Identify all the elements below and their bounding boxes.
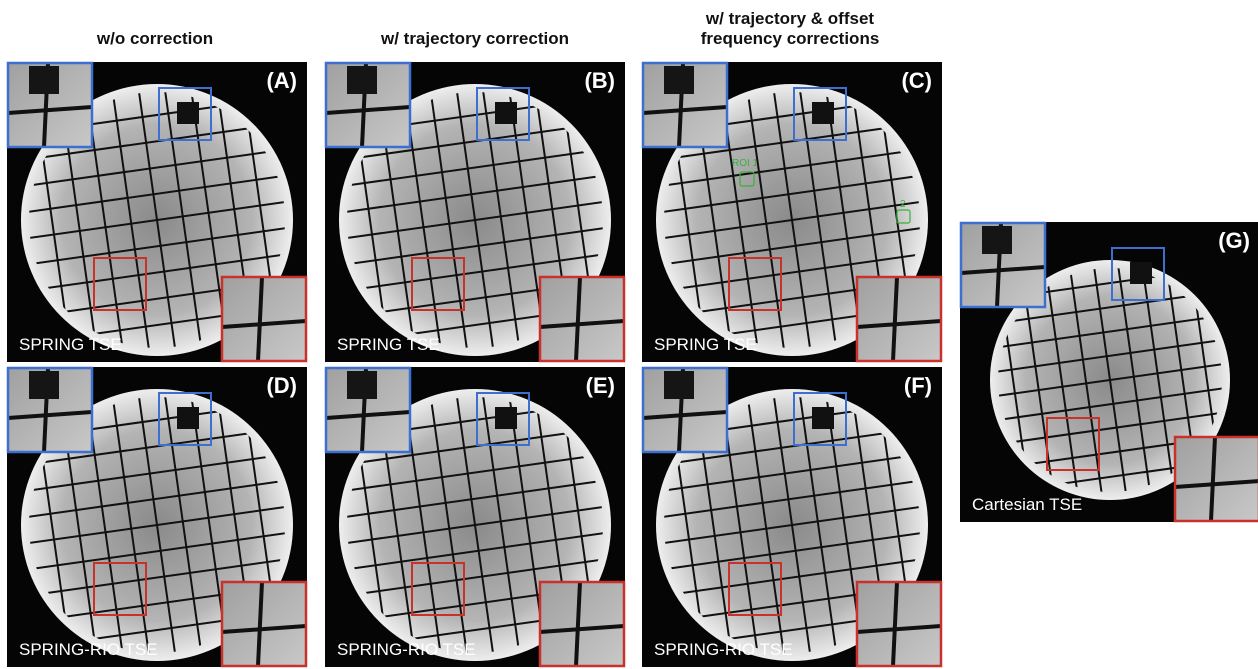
panel-label: (B) [584, 68, 615, 93]
column-header: w/ trajectory & offset [705, 9, 874, 28]
inset-dark-block [982, 226, 1012, 254]
dark-block [177, 102, 199, 124]
image-panel: (C) SPRING TSE ROI 1 2 [642, 62, 942, 367]
image-panel: (G) Cartesian TSE [960, 222, 1258, 522]
inset-dark-block [664, 371, 694, 399]
inset-image [857, 277, 941, 361]
image-panel: (E) SPRING-RIO TSE [325, 367, 625, 669]
inset-red [1175, 437, 1258, 521]
inset-image [222, 277, 306, 361]
panel-caption: Cartesian TSE [972, 495, 1082, 514]
inset-dark-block [29, 66, 59, 94]
inset-red [540, 277, 624, 361]
panel-caption: SPRING TSE [654, 335, 757, 354]
image-panel: (F) SPRING-RIO TSE [642, 367, 942, 669]
dark-block [495, 102, 517, 124]
column-header: w/ trajectory correction [380, 29, 569, 48]
dark-block [495, 407, 517, 429]
inset-red [857, 582, 941, 666]
inset-dark-block [347, 66, 377, 94]
panel-caption: SPRING TSE [19, 335, 122, 354]
image-panel: (B) SPRING TSE [325, 62, 625, 367]
column-header: frequency corrections [701, 29, 880, 48]
inset-dark-block [29, 371, 59, 399]
inset-red [540, 582, 624, 666]
dark-block [1130, 262, 1152, 284]
column-header: w/o correction [96, 29, 213, 48]
dark-block [812, 407, 834, 429]
inset-image [540, 582, 624, 666]
panel-label: (C) [901, 68, 932, 93]
roi-label: ROI 1 [732, 158, 759, 169]
panel-caption: SPRING-RIO TSE [654, 640, 793, 659]
panel-label: (F) [904, 373, 932, 398]
image-panel: (D) SPRING-RIO TSE [7, 367, 307, 669]
inset-dark-block [347, 371, 377, 399]
dark-block [177, 407, 199, 429]
panel-label: (G) [1218, 228, 1250, 253]
panel-caption: SPRING TSE [337, 335, 440, 354]
inset-red [222, 277, 306, 361]
figure: w/o correction w/ trajectory correction w/… [0, 0, 1258, 669]
inset-image [540, 277, 624, 361]
inset-red [857, 277, 941, 361]
dark-block [812, 102, 834, 124]
image-panel: (A) SPRING TSE [7, 62, 307, 367]
inset-red [222, 582, 306, 666]
roi-label: 2 [900, 199, 906, 210]
inset-image [857, 582, 941, 666]
panel-label: (A) [266, 68, 297, 93]
panel-label: (E) [586, 373, 615, 398]
inset-image [1175, 437, 1258, 521]
panel-caption: SPRING-RIO TSE [337, 640, 476, 659]
panel-label: (D) [266, 373, 297, 398]
panel-caption: SPRING-RIO TSE [19, 640, 158, 659]
inset-dark-block [664, 66, 694, 94]
inset-image [222, 582, 306, 666]
